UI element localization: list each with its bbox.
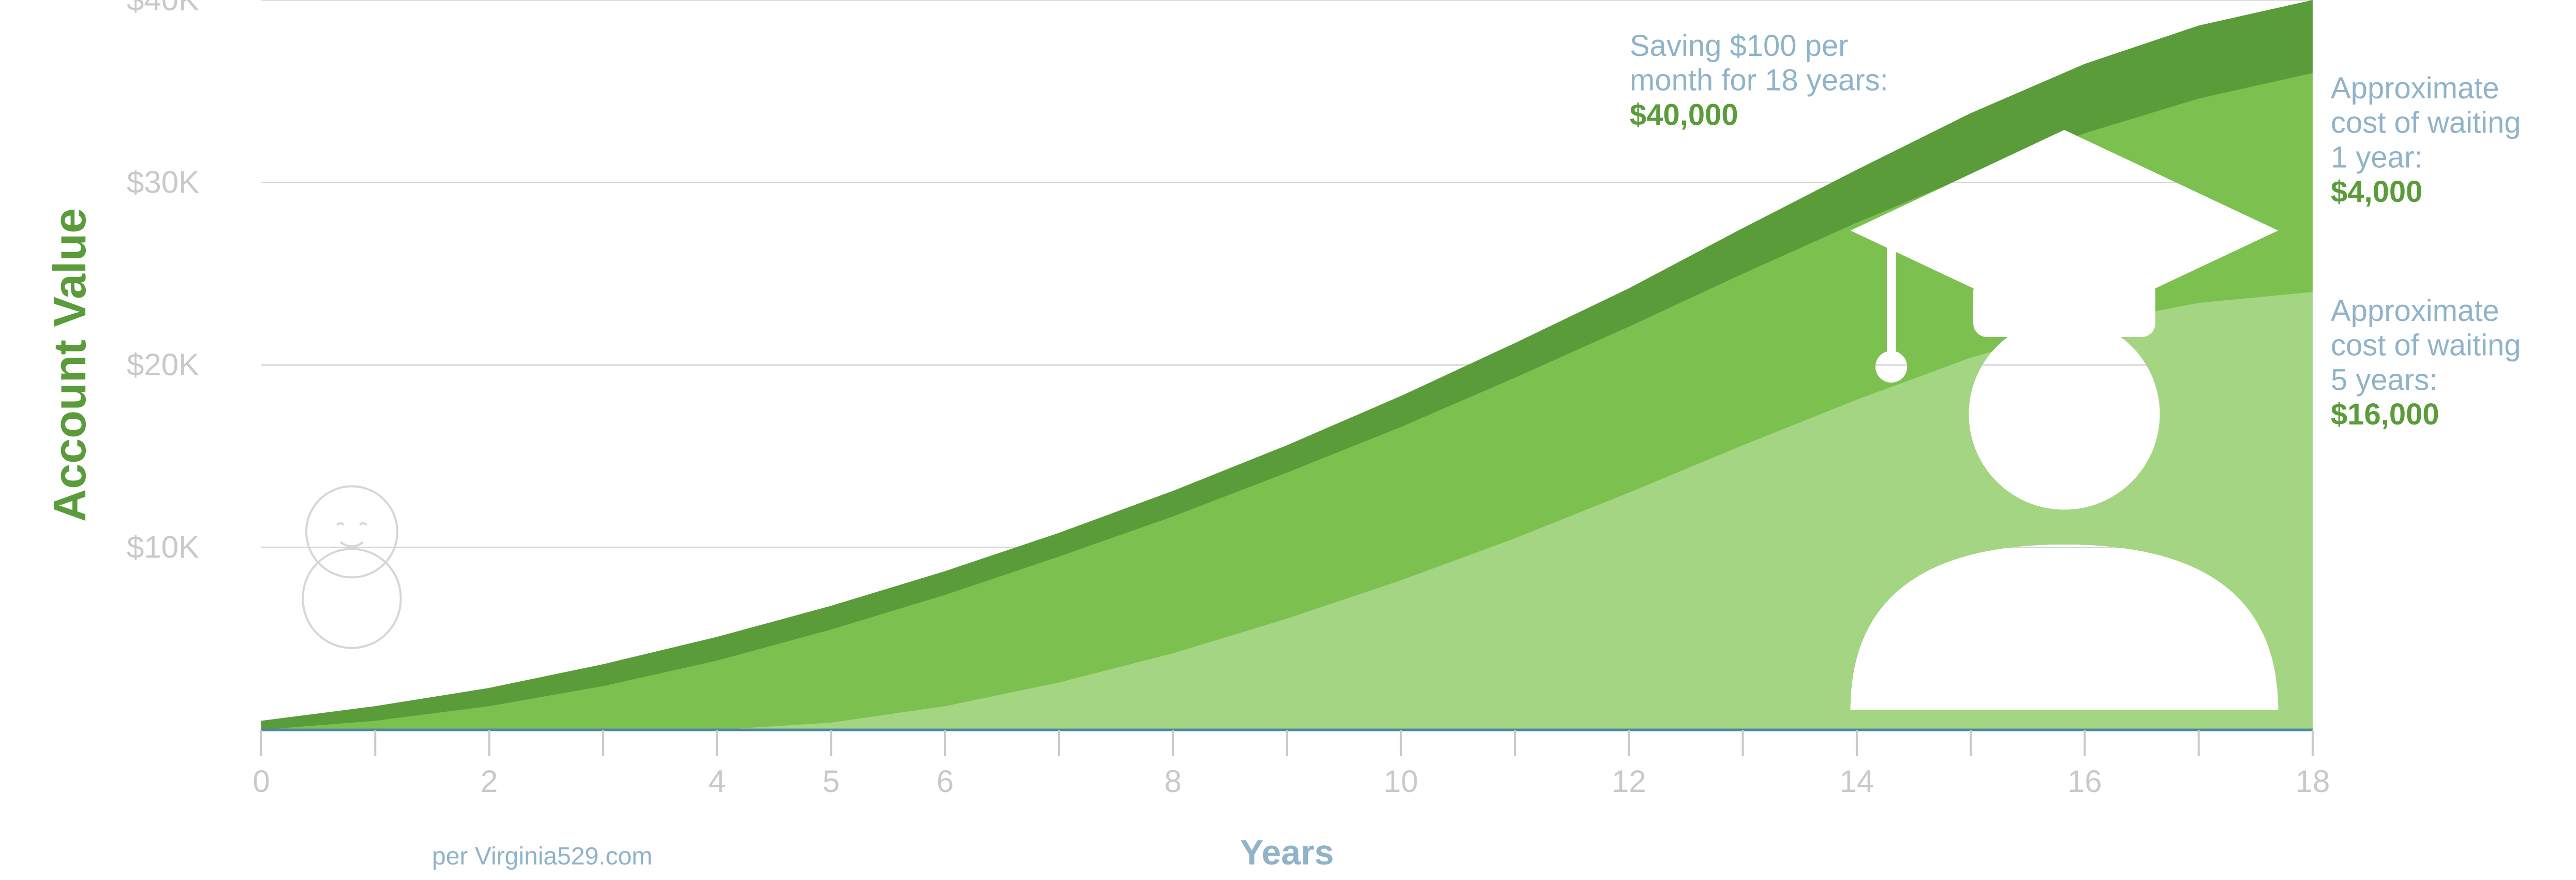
x-tick-label: 6 bbox=[936, 764, 954, 799]
x-axis-label: Years bbox=[1240, 833, 1334, 872]
annotation-saving-line1: month for 18 years: bbox=[1630, 64, 1888, 97]
annotation-wait1-value: $4,000 bbox=[2331, 175, 2422, 209]
y-tick-label: $20K bbox=[127, 347, 199, 382]
annotation-wait1-line1: cost of waiting bbox=[2331, 106, 2521, 140]
x-tick-label: 10 bbox=[1383, 764, 1418, 799]
x-tick-label: 16 bbox=[2067, 764, 2102, 799]
annotation-saving-line0: Saving $100 per bbox=[1630, 29, 1848, 63]
annotation-wait1-line2: 1 year: bbox=[2331, 140, 2422, 174]
x-tick-label: 18 bbox=[2296, 764, 2330, 799]
x-tick-label: 12 bbox=[1612, 764, 1646, 799]
baby-icon bbox=[303, 486, 400, 648]
x-tick-label: 14 bbox=[1840, 764, 1874, 799]
annotation-wait1-line0: Approximate bbox=[2331, 71, 2499, 105]
x-tick-label: 8 bbox=[1165, 764, 1182, 799]
annotation-wait5-value: $16,000 bbox=[2331, 398, 2439, 431]
x-tick-label: 2 bbox=[481, 764, 498, 799]
x-tick-label: 4 bbox=[708, 764, 725, 799]
y-tick-label: $30K bbox=[127, 165, 199, 200]
annotation-wait5-line2: 5 years: bbox=[2331, 363, 2437, 397]
y-tick-label: $10K bbox=[127, 530, 199, 565]
source-text: per Virginia529.com bbox=[432, 843, 652, 870]
x-tick-label: 0 bbox=[252, 764, 270, 799]
annotation-saving-value: $40,000 bbox=[1630, 98, 1738, 131]
annotation-wait5-line0: Approximate bbox=[2331, 294, 2499, 328]
y-tick-label: $40K bbox=[127, 0, 199, 17]
annotation-wait5-line1: cost of waiting bbox=[2331, 329, 2521, 362]
x-tick-label: 5 bbox=[823, 764, 840, 799]
y-axis-label: Account Value bbox=[44, 208, 95, 522]
